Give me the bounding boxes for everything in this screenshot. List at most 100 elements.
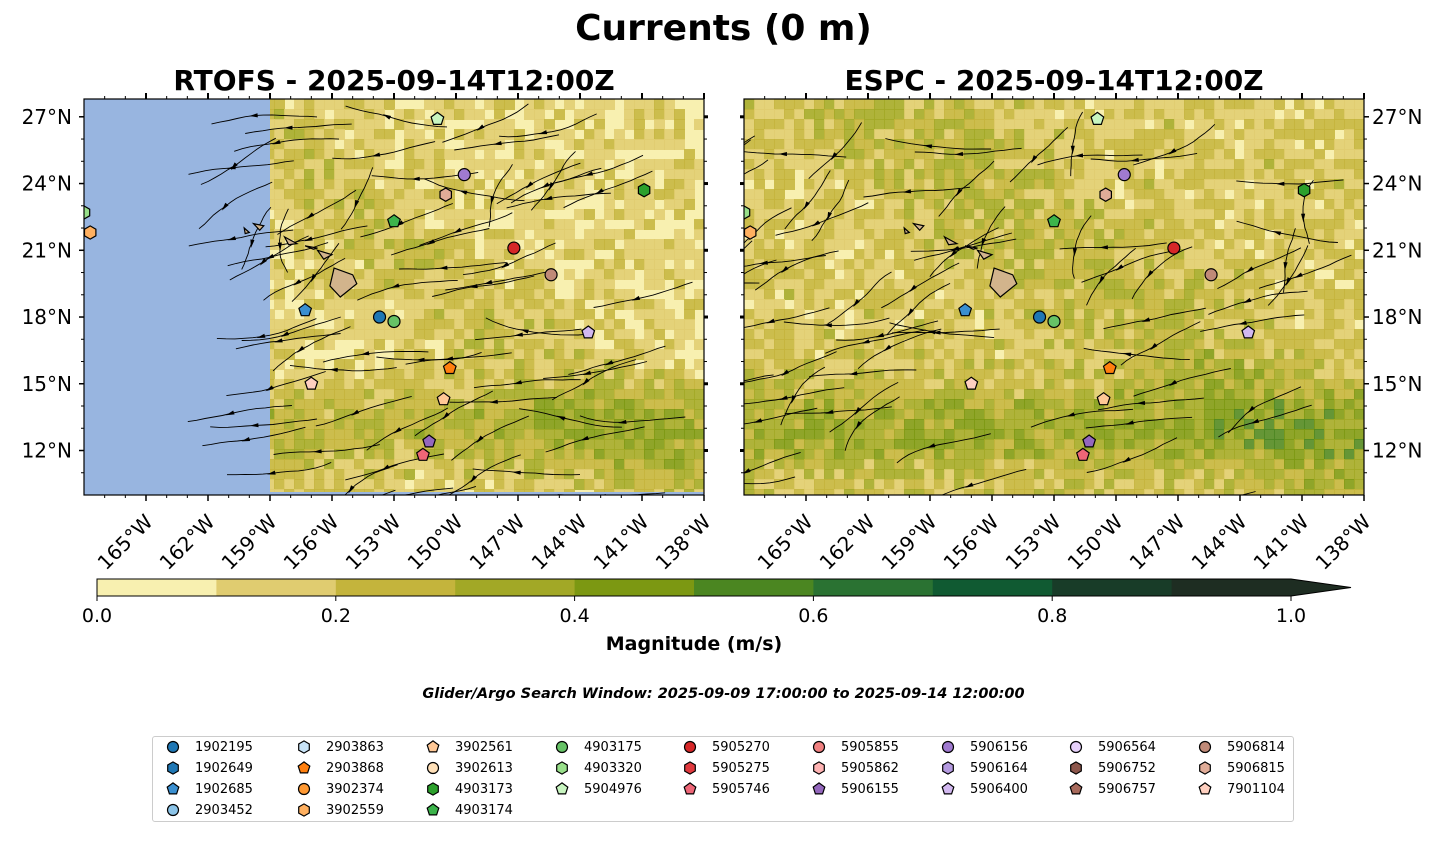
legend-marker-pentagon-icon — [1198, 782, 1212, 795]
colorbar-extend-arrow — [1291, 579, 1351, 596]
float-marker-5906757 — [715, 306, 728, 318]
legend-symbol-5905746 — [683, 782, 697, 795]
legend-label: 4903173 — [455, 781, 513, 797]
oahu-island — [283, 235, 299, 246]
legend-label: 3902374 — [326, 781, 384, 797]
legend-label: 4903174 — [455, 802, 513, 818]
colorbar-segment-6 — [813, 579, 934, 596]
legend-symbol-1902195 — [166, 740, 180, 754]
colorbar-segment-2 — [335, 579, 456, 596]
legend-marker-circle-icon — [1069, 740, 1083, 754]
legend-entry-4903320: 4903320 — [554, 760, 642, 776]
legend-symbol-5906815 — [1199, 761, 1211, 775]
legend-entry-3902613: 3902613 — [425, 760, 513, 776]
espc-lon-label-8: 141°W — [1249, 509, 1314, 574]
rtofs-lat-label-3: 18°N — [22, 305, 72, 329]
legend-entry-5906400: 5906400 — [940, 781, 1028, 797]
rtofs-lon-label-1: 162°W — [155, 509, 220, 574]
rtofs-lon-label-3: 156°W — [279, 509, 344, 574]
float-marker-5905746 — [1075, 447, 1090, 461]
legend-marker-circle-icon — [297, 782, 311, 796]
legend-marker-pentagon-icon — [426, 740, 440, 753]
legend-label: 2903452 — [195, 802, 253, 818]
legend-marker-hexagon-icon — [684, 761, 696, 775]
float-marker-5906815 — [439, 187, 452, 202]
legend-symbol-5906757 — [1069, 782, 1083, 795]
legend-label: 5905855 — [841, 739, 899, 755]
colorbar-tick-0: 0.0 — [82, 605, 112, 627]
float-marker-7901104 — [304, 376, 319, 390]
legend-marker-circle-icon — [426, 761, 440, 775]
legend-marker-hexagon-icon — [556, 761, 568, 775]
float-marker-4903174 — [1046, 214, 1062, 228]
legend-entry-5904976: 5904976 — [554, 781, 642, 797]
legend-label: 3902561 — [455, 739, 513, 755]
legend-label: 2903863 — [326, 739, 384, 755]
float-marker-1902195 — [1032, 310, 1047, 324]
legend-symbol-5906156 — [941, 740, 955, 754]
colorbar-tick-2: 0.4 — [559, 605, 589, 627]
legend-entry-2903452: 2903452 — [165, 802, 253, 818]
legend-entry-1902685: 1902685 — [165, 781, 253, 797]
legend-entry-4903174: 4903174 — [425, 802, 513, 818]
legend-label: 5906815 — [1227, 760, 1285, 776]
legend-label: 4903320 — [584, 760, 642, 776]
espc-lon-label-9: 138°W — [1311, 509, 1376, 574]
legend-symbol-3902561 — [426, 740, 440, 753]
legend-entry-3902561: 3902561 — [425, 739, 513, 755]
rtofs-lat-label-0: 27°N — [22, 105, 72, 129]
espc-map-panel: 27°N24°N21°N18°N15°N12°N165°W162°W159°W1… — [715, 93, 1422, 575]
legend-label: 5906752 — [1098, 760, 1156, 776]
colorbar-tick-5: 1.0 — [1276, 605, 1306, 627]
float-marker-4903173 — [1297, 182, 1311, 198]
colorbar-segment-1 — [216, 579, 337, 596]
legend-entry-2903868: 2903868 — [296, 760, 384, 776]
legend-marker-hexagon-icon — [298, 740, 310, 754]
legend-entry-5905855: 5905855 — [811, 739, 899, 755]
legend-entry-1902649: 1902649 — [165, 760, 253, 776]
float-marker-4903173 — [637, 182, 651, 198]
legend-marker-hexagon-icon — [427, 782, 439, 796]
legend-entry-5906564: 5906564 — [1068, 739, 1156, 755]
legend-symbol-1902685 — [166, 782, 180, 795]
rtofs-panel-title: RTOFS - 2025-09-14T12:00Z — [173, 64, 615, 97]
float-marker-4903320 — [84, 205, 91, 220]
legend-marker-hexagon-icon — [298, 803, 310, 817]
colorbar-segment-8 — [1052, 579, 1173, 596]
legend-symbol-4903320 — [556, 761, 568, 775]
legend-label: 4903175 — [584, 739, 642, 755]
niihau-island — [903, 226, 911, 235]
colorbar-segment-7 — [932, 579, 1053, 596]
float-marker-3902559 — [744, 225, 757, 240]
legend-symbol-5906814 — [1198, 740, 1212, 754]
colorbar: 0.0 0.2 0.4 0.6 0.8 1.0 — [82, 578, 1352, 627]
float-marker-5906155 — [1082, 434, 1097, 448]
rtofs-map-panel: 27°N24°N21°N18°N15°N12°N165°W162°W159°W1… — [22, 93, 716, 575]
maui-island — [316, 249, 334, 260]
rtofs-lon-label-8: 141°W — [589, 509, 654, 574]
legend-entry-5906155: 5906155 — [811, 781, 899, 797]
float-marker-4903175 — [1047, 314, 1061, 329]
rtofs-lon-label-6: 147°W — [465, 509, 530, 574]
legend-entry-5906156: 5906156 — [940, 739, 1028, 755]
legend-label: 1902649 — [195, 760, 253, 776]
espc-lon-label-0: 165°W — [753, 509, 818, 574]
float-marker-5906814 — [1204, 268, 1218, 282]
float-marker-1902195 — [372, 310, 387, 324]
legend-entry-5906757: 5906757 — [1068, 781, 1156, 797]
legend-entry-5906815: 5906815 — [1197, 760, 1285, 776]
legend-symbol-5906564 — [1069, 740, 1083, 754]
legend-symbol-4903173 — [427, 782, 439, 796]
legend-symbol-5905862 — [813, 761, 825, 775]
legend-label: 5905746 — [712, 781, 770, 797]
colorbar-segment-0 — [97, 579, 217, 596]
legend-symbol-2903868 — [297, 761, 311, 774]
legend-marker-hexagon-icon — [1199, 761, 1211, 775]
legend-marker-pentagon-icon — [1069, 782, 1083, 795]
legend-symbol-3902374 — [297, 782, 311, 796]
legend-marker-pentagon-icon — [297, 761, 311, 774]
colorbar-segment-9 — [1171, 579, 1292, 596]
legend-symbol-5906164 — [942, 761, 954, 775]
legend-marker-circle-icon — [941, 740, 955, 754]
legend-symbol-5904976 — [555, 782, 569, 795]
